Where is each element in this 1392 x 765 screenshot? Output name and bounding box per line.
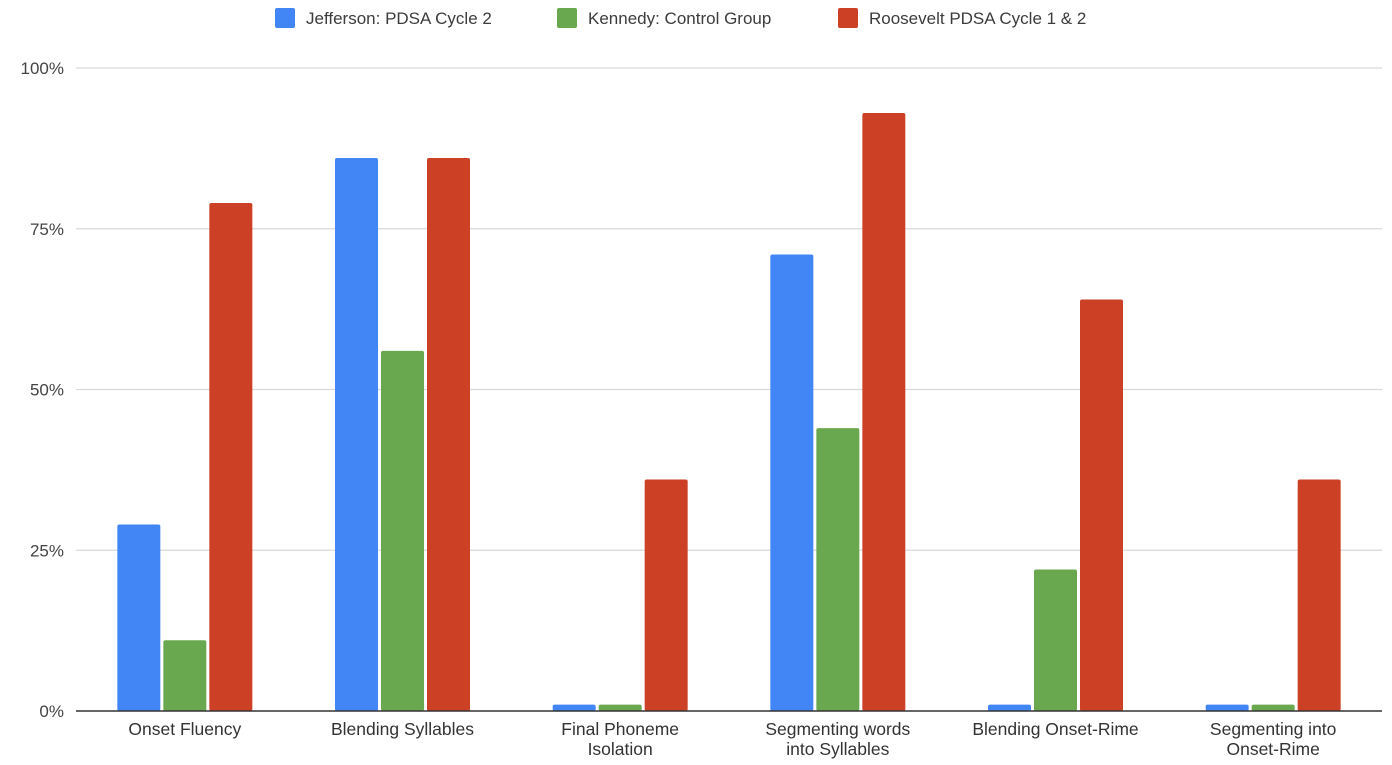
- x-category-label: Final Phoneme Isolation: [561, 719, 679, 759]
- x-category-label-line: Segmenting into: [1210, 719, 1336, 739]
- bar-jefferson-pdsa-cycle-2-segmenting-words-into-syllables: [770, 254, 813, 711]
- y-tick-label: 25%: [30, 541, 64, 560]
- bar-jefferson-pdsa-cycle-2-blending-syllables: [335, 158, 378, 711]
- x-category-label-line: Isolation: [588, 739, 653, 759]
- legend-item-roosevelt-pdsa-cycle-1-2[interactable]: Roosevelt PDSA Cycle 1 & 2: [838, 8, 1086, 28]
- x-category-label-line: Onset Fluency: [128, 719, 241, 739]
- y-tick-label: 50%: [30, 381, 64, 400]
- x-category-label: Blending Syllables: [331, 719, 474, 739]
- y-tick-label: 0%: [39, 702, 64, 721]
- bar-jefferson-pdsa-cycle-2-segmenting-into-onset-rime: [1206, 705, 1249, 711]
- bar-kennedy-control-group-segmenting-words-into-syllables: [816, 428, 859, 711]
- bar-jefferson-pdsa-cycle-2-final-phoneme-isolation: [553, 705, 596, 711]
- bar-jefferson-pdsa-cycle-2-onset-fluency: [117, 525, 160, 711]
- x-category-label-line: Blending Onset-Rime: [972, 719, 1138, 739]
- bar-roosevelt-pdsa-cycle-1-2-blending-syllables: [427, 158, 470, 711]
- x-category-label-line: Blending Syllables: [331, 719, 474, 739]
- bar-kennedy-control-group-blending-syllables: [381, 351, 424, 711]
- legend-label: Jefferson: PDSA Cycle 2: [306, 9, 492, 28]
- legend-item-kennedy-control-group[interactable]: Kennedy: Control Group: [557, 8, 771, 28]
- bar-roosevelt-pdsa-cycle-1-2-segmenting-into-onset-rime: [1298, 480, 1341, 711]
- legend-item-jefferson-pdsa-cycle-2[interactable]: Jefferson: PDSA Cycle 2: [275, 8, 492, 28]
- bar-kennedy-control-group-onset-fluency: [163, 640, 206, 711]
- y-tick-label: 100%: [21, 59, 64, 78]
- bar-kennedy-control-group-blending-onset-rime: [1034, 570, 1077, 711]
- bar-roosevelt-pdsa-cycle-1-2-final-phoneme-isolation: [645, 480, 688, 711]
- x-category-label: Onset Fluency: [128, 719, 241, 739]
- x-category-label-line: into Syllables: [786, 739, 889, 759]
- x-category-label: Blending Onset-Rime: [972, 719, 1138, 739]
- bar-kennedy-control-group-segmenting-into-onset-rime: [1252, 705, 1295, 711]
- x-category-label-line: Onset-Rime: [1226, 739, 1319, 759]
- bar-roosevelt-pdsa-cycle-1-2-blending-onset-rime: [1080, 299, 1123, 711]
- bar-jefferson-pdsa-cycle-2-blending-onset-rime: [988, 705, 1031, 711]
- y-tick-label: 75%: [30, 220, 64, 239]
- legend-label: Roosevelt PDSA Cycle 1 & 2: [869, 9, 1086, 28]
- legend-swatch: [557, 8, 577, 28]
- bars: [117, 113, 1340, 711]
- x-category-label-line: Final Phoneme: [561, 719, 679, 739]
- legend-swatch: [275, 8, 295, 28]
- x-category-label-line: Segmenting words: [765, 719, 910, 739]
- legend-label: Kennedy: Control Group: [588, 9, 771, 28]
- legend: Jefferson: PDSA Cycle 2 Kennedy: Control …: [275, 8, 1086, 28]
- x-category-label: Segmenting into Onset-Rime: [1210, 719, 1336, 759]
- bar-roosevelt-pdsa-cycle-1-2-onset-fluency: [209, 203, 252, 711]
- x-category-label: Segmenting words into Syllables: [765, 719, 910, 759]
- bar-roosevelt-pdsa-cycle-1-2-segmenting-words-into-syllables: [862, 113, 905, 711]
- bar-kennedy-control-group-final-phoneme-isolation: [599, 705, 642, 711]
- gridlines: [76, 68, 1382, 550]
- legend-swatch: [838, 8, 858, 28]
